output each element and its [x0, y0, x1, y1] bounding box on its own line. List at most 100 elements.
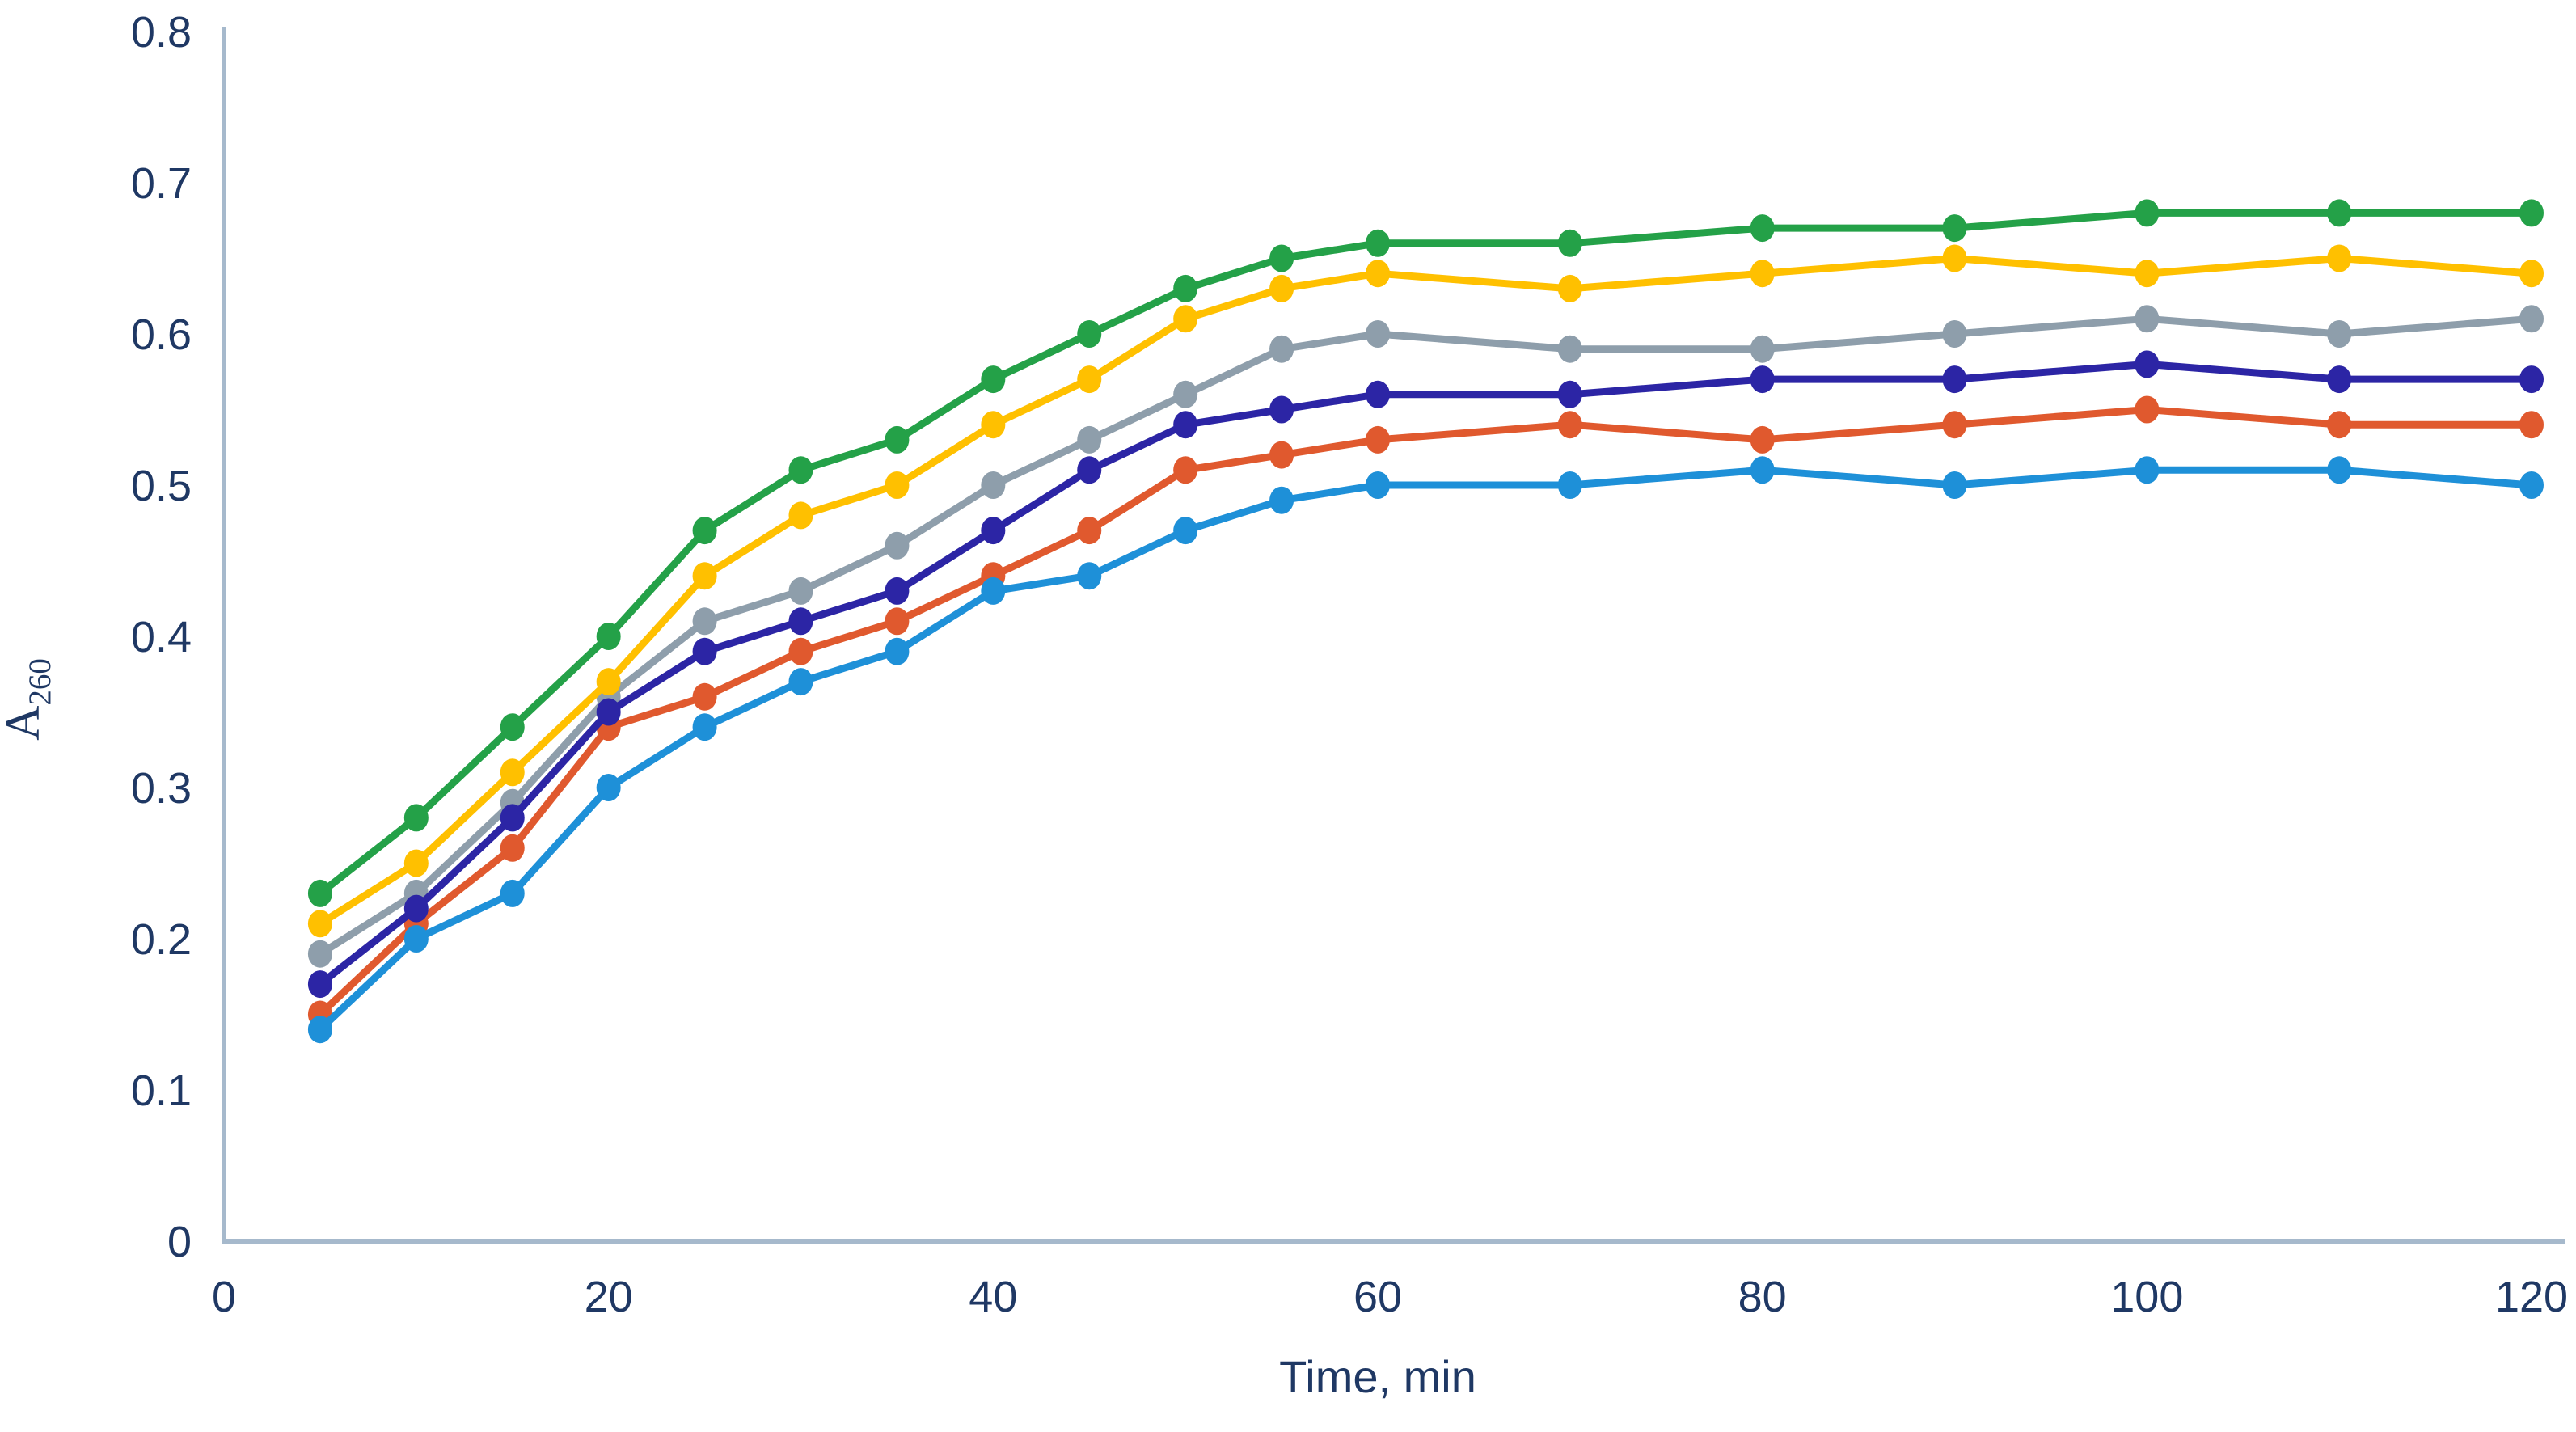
data-point-orange-t80 [1750, 425, 1775, 454]
y-axis-tick-labels: 0 0.1 0.2 0.3 0.4 0.5 0.6 0.7 0.8 [131, 8, 192, 1266]
series-line-orange [316, 406, 2536, 1018]
data-point-orange-t90 [1942, 411, 1967, 439]
data-point-gray-t90 [1942, 320, 1967, 348]
x-tick-label-20: 20 [585, 1273, 633, 1321]
data-point-blue-t40 [981, 577, 1006, 605]
data-point-green-t20 [596, 623, 621, 650]
series-yellow [307, 244, 2544, 938]
data-point-yellow-t35 [885, 471, 910, 499]
axes [222, 27, 2565, 1244]
data-point-gray-t35 [885, 531, 910, 560]
series-orange [307, 395, 2544, 1029]
y-tick-label-0.2: 0.2 [131, 915, 192, 964]
data-point-yellow-t10 [403, 849, 429, 877]
y-tick-label-0.5: 0.5 [131, 462, 192, 510]
data-point-yellow-t15 [500, 758, 525, 787]
data-point-navy-t70 [1557, 380, 1582, 408]
data-point-green-t120 [2519, 199, 2544, 227]
data-point-green-t40 [981, 365, 1006, 394]
y-tick-label-0.6: 0.6 [131, 310, 192, 359]
data-point-navy-t120 [2519, 365, 2544, 394]
data-point-green-t35 [885, 425, 910, 454]
data-point-navy-t80 [1750, 365, 1775, 394]
data-point-yellow-t60 [1365, 260, 1390, 288]
series-line-blue [316, 466, 2536, 1033]
data-point-blue-t70 [1557, 471, 1582, 499]
data-point-green-t25 [692, 517, 717, 545]
data-point-navy-t45 [1077, 456, 1102, 484]
data-point-blue-t100 [2135, 456, 2160, 484]
data-point-gray-t60 [1365, 320, 1390, 348]
data-point-yellow-t55 [1269, 274, 1294, 302]
data-point-blue-t10 [403, 925, 429, 953]
x-tick-label-120: 120 [2495, 1273, 2568, 1321]
series-line-gray [316, 315, 2536, 958]
data-point-yellow-t5 [307, 910, 332, 938]
y-tick-label-0: 0 [167, 1218, 192, 1266]
data-point-orange-t25 [692, 682, 717, 711]
data-point-orange-t35 [885, 607, 910, 636]
series-green [307, 199, 2544, 907]
data-point-green-t60 [1365, 229, 1390, 257]
data-point-gray-t45 [1077, 425, 1102, 454]
data-point-green-t110 [2327, 199, 2352, 227]
data-point-yellow-t120 [2519, 260, 2544, 288]
data-point-orange-t120 [2519, 411, 2544, 439]
data-point-gray-t50 [1173, 380, 1198, 408]
series-line-navy [316, 360, 2536, 988]
data-point-green-t45 [1077, 320, 1102, 348]
data-point-yellow-t90 [1942, 244, 1967, 272]
data-point-orange-t50 [1173, 456, 1198, 484]
y-axis-title: A260 [0, 658, 57, 741]
data-point-green-t90 [1942, 214, 1967, 243]
data-point-yellow-t30 [788, 501, 813, 530]
data-point-gray-t120 [2519, 305, 2544, 333]
data-point-yellow-t80 [1750, 260, 1775, 288]
y-tick-label-0.1: 0.1 [131, 1067, 192, 1115]
data-point-orange-t30 [788, 637, 813, 665]
data-point-yellow-t100 [2135, 260, 2160, 288]
data-point-green-t50 [1173, 274, 1198, 302]
x-tick-label-0: 0 [212, 1273, 236, 1321]
x-axis-tick-labels: 0 20 40 60 80 100 120 [212, 1273, 2568, 1321]
data-point-blue-t35 [885, 637, 910, 665]
data-point-blue-t30 [788, 668, 813, 696]
data-point-gray-t70 [1557, 335, 1582, 363]
data-point-blue-t80 [1750, 456, 1775, 484]
data-point-orange-t70 [1557, 411, 1582, 439]
data-point-gray-t80 [1750, 335, 1775, 363]
data-point-blue-t55 [1269, 486, 1294, 514]
data-point-green-t15 [500, 713, 525, 741]
data-point-blue-t15 [500, 879, 525, 907]
data-point-orange-t110 [2327, 411, 2352, 439]
data-point-gray-t40 [981, 471, 1006, 499]
data-point-blue-t5 [307, 1016, 332, 1044]
data-point-yellow-t45 [1077, 365, 1102, 394]
data-point-gray-t30 [788, 577, 813, 605]
data-point-gray-t5 [307, 940, 332, 968]
series-layer [307, 199, 2544, 1044]
data-point-yellow-t70 [1557, 274, 1582, 302]
data-point-navy-t40 [981, 517, 1006, 545]
data-point-navy-t55 [1269, 395, 1294, 424]
y-tick-label-0.3: 0.3 [131, 764, 192, 813]
data-point-green-t100 [2135, 199, 2160, 227]
data-point-green-t80 [1750, 214, 1775, 243]
data-point-blue-t25 [692, 713, 717, 741]
data-point-green-t5 [307, 879, 332, 907]
data-point-orange-t60 [1365, 425, 1390, 454]
data-point-yellow-t50 [1173, 305, 1198, 333]
data-point-navy-t60 [1365, 380, 1390, 408]
data-point-gray-t55 [1269, 335, 1294, 363]
y-tick-label-0.8: 0.8 [131, 8, 192, 57]
data-point-yellow-t25 [692, 562, 717, 590]
data-point-blue-t60 [1365, 471, 1390, 499]
y-tick-label-0.4: 0.4 [131, 613, 192, 661]
data-point-navy-t90 [1942, 365, 1967, 394]
data-point-blue-t120 [2519, 471, 2544, 499]
data-point-blue-t45 [1077, 562, 1102, 590]
data-point-navy-t10 [403, 894, 429, 923]
data-point-yellow-t110 [2327, 244, 2352, 272]
data-point-orange-t45 [1077, 517, 1102, 545]
